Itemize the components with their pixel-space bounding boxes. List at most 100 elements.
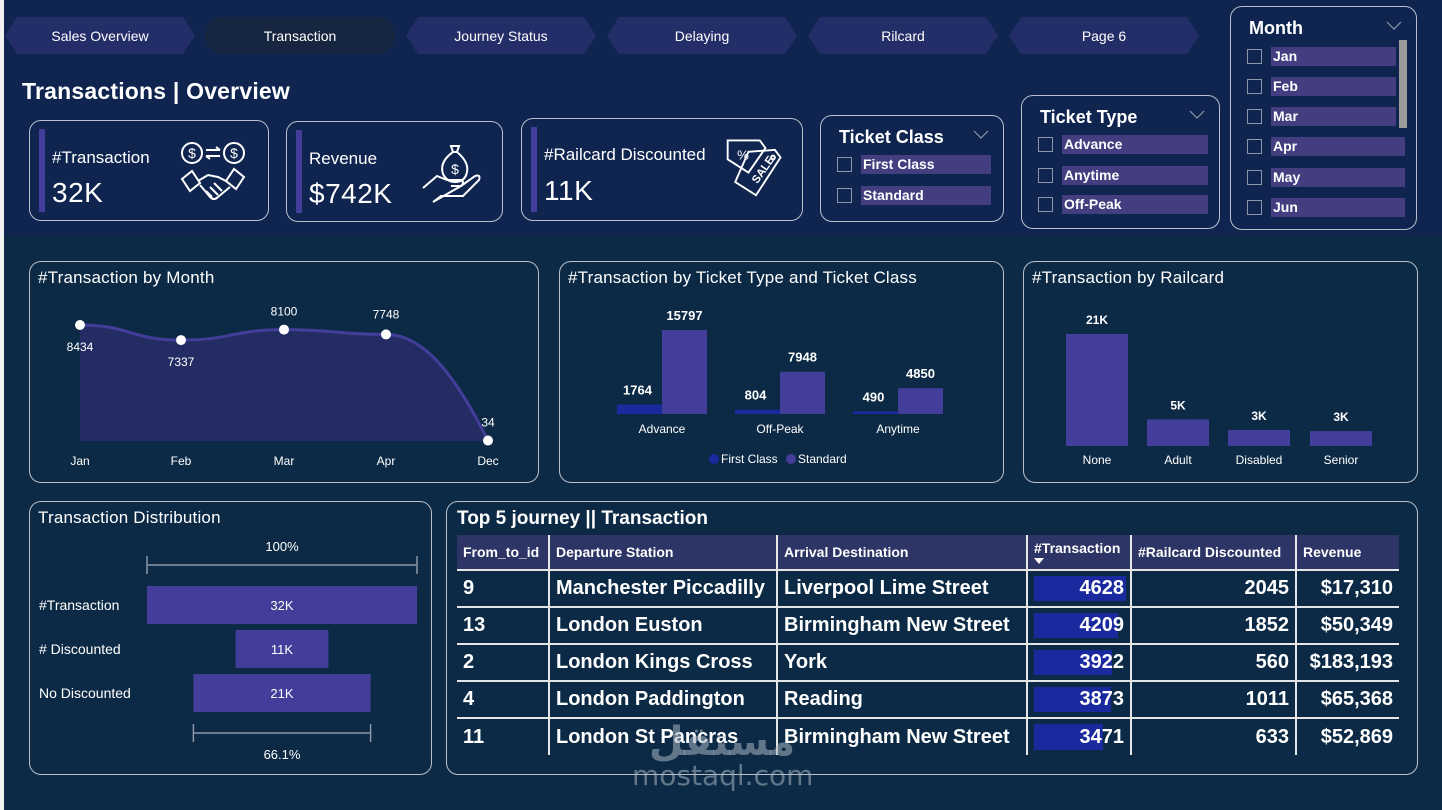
data-point[interactable] — [381, 329, 391, 340]
cell-transaction: 3873 — [1027, 680, 1132, 718]
tab-page-6[interactable]: Page 6 — [1009, 17, 1199, 54]
cell-from-to-id: 9 — [457, 569, 550, 607]
bar-standard[interactable] — [898, 388, 943, 414]
cell-value: 3471 — [1079, 725, 1125, 748]
bar-standard[interactable] — [780, 371, 825, 414]
data-point[interactable] — [176, 335, 186, 346]
cell-from-to-id: 11 — [457, 717, 550, 755]
col-header-revenue[interactable]: Revenue — [1296, 535, 1399, 570]
data-point[interactable] — [75, 320, 85, 330]
cell-revenue: $17,310 — [1296, 569, 1399, 607]
table-row[interactable]: 2 London Kings Cross York 3922 560 $183,193 — [457, 643, 1399, 681]
journeys-table: From_to_id Departure Station Arrival Des… — [457, 535, 1399, 755]
cell-railcard-discounted: 560 — [1131, 643, 1297, 681]
checkbox[interactable] — [1247, 78, 1262, 94]
col-header-transaction[interactable]: #Transaction — [1027, 535, 1132, 570]
cell-from-to-id: 4 — [457, 680, 550, 718]
checkbox[interactable] — [1038, 136, 1053, 152]
bar-first-class[interactable] — [735, 409, 780, 414]
sale-tag-icon: % SALE — [726, 139, 782, 197]
checkbox[interactable] — [1038, 196, 1053, 212]
slicer-ticket-class: Ticket Class First Class Standard — [820, 115, 1004, 222]
col-header-railcard-discounted[interactable]: #Railcard Discounted — [1131, 535, 1297, 570]
table-row[interactable]: 9 Manchester Piccadilly Liverpool Lime Str… — [457, 569, 1399, 607]
cell-from-to-id: 13 — [457, 606, 550, 644]
tab-journey-status[interactable]: Journey Status — [406, 17, 596, 54]
cell-value: 3873 — [1079, 688, 1125, 710]
col-header-from-to-id[interactable]: From_to_id — [457, 535, 550, 570]
category-label: #Transaction — [39, 597, 119, 613]
bar-first-class[interactable] — [853, 411, 898, 414]
chevron-down-icon[interactable] — [1386, 19, 1402, 31]
table-row[interactable]: 11 London St Pancras Birmingham New Street… — [457, 717, 1399, 755]
funnel-bar[interactable] — [193, 674, 371, 712]
col-header-departure[interactable]: Departure Station — [549, 535, 778, 570]
cell-transaction: 4209 — [1027, 606, 1132, 644]
kpi-label: #Railcard Discounted — [544, 145, 706, 164]
bar[interactable] — [1066, 334, 1128, 446]
cell-revenue: $65,368 — [1296, 680, 1399, 718]
cell-transaction: 3471 — [1027, 717, 1132, 755]
data-label: 7337 — [168, 355, 195, 369]
handshake-money-exchange-icon: $ $ — [180, 142, 246, 200]
checkbox[interactable] — [1038, 167, 1053, 183]
slicer-option-may[interactable]: May — [1247, 167, 1405, 187]
table-row[interactable]: 13 London Euston Birmingham New Street 4209… — [457, 606, 1399, 644]
legend-label: First Class — [721, 452, 778, 466]
slicer-scrollbar[interactable] — [1399, 40, 1407, 128]
bar-first-class[interactable] — [617, 404, 662, 414]
data-label: 1764 — [623, 383, 653, 398]
slicer-option-standard[interactable]: Standard — [837, 185, 991, 205]
tab-label: Rilcard — [881, 27, 925, 44]
table-row[interactable]: 4 London Paddington Reading 3873 1011 $65,368 — [457, 680, 1399, 718]
slicer-option-feb[interactable]: Feb — [1247, 76, 1396, 96]
top-annotation: 100% — [265, 539, 299, 554]
funnel-bar[interactable] — [235, 630, 329, 668]
slicer-option-label: May — [1271, 167, 1405, 187]
data-label: 21K — [270, 686, 293, 701]
tab-transaction[interactable]: Transaction — [205, 17, 395, 54]
slicer-option-off-peak[interactable]: Off-Peak — [1038, 194, 1208, 214]
cell-value: 4209 — [1079, 614, 1125, 636]
bar-standard[interactable] — [662, 330, 707, 414]
checkbox[interactable] — [837, 187, 852, 203]
kpi-value: 32K — [52, 177, 104, 208]
checkbox[interactable] — [1247, 48, 1262, 64]
col-header-arrival[interactable]: Arrival Destination — [777, 535, 1028, 570]
data-label: 8434 — [67, 340, 94, 354]
x-tick-label: Anytime — [876, 422, 920, 436]
chevron-down-icon[interactable] — [973, 128, 989, 140]
table-title: Top 5 journey || Transaction — [457, 508, 708, 529]
panel-transaction-by-month: #Transaction by Month 8434 Jan 7337 Feb 8100… — [29, 261, 539, 483]
chart-title: #Transaction by Railcard — [1032, 268, 1225, 287]
tab-sales-overview[interactable]: Sales Overview — [5, 17, 195, 54]
x-tick-label: Advance — [639, 422, 686, 436]
slicer-option-advance[interactable]: Advance — [1038, 134, 1208, 154]
funnel-bar[interactable] — [147, 586, 417, 624]
area-fill — [80, 325, 488, 441]
checkbox[interactable] — [837, 156, 852, 172]
data-point[interactable] — [279, 324, 289, 335]
slicer-option-anytime[interactable]: Anytime — [1038, 165, 1208, 185]
slicer-option-jun[interactable]: Jun — [1247, 197, 1405, 217]
bar[interactable] — [1147, 419, 1209, 446]
svg-text:$: $ — [188, 145, 196, 161]
bar[interactable] — [1228, 430, 1290, 446]
slicer-option-jan[interactable]: Jan — [1247, 46, 1396, 66]
slicer-option-mar[interactable]: Mar — [1247, 106, 1396, 126]
tab-delaying[interactable]: Delaying — [607, 17, 797, 54]
checkbox[interactable] — [1247, 138, 1262, 154]
slicer-option-apr[interactable]: Apr — [1247, 136, 1405, 156]
tab-rilcard[interactable]: Rilcard — [808, 17, 998, 54]
checkbox[interactable] — [1247, 199, 1262, 215]
checkbox[interactable] — [1247, 169, 1262, 185]
cell-value: 3922 — [1079, 651, 1125, 673]
bar[interactable] — [1310, 431, 1372, 446]
slicer-option-first-class[interactable]: First Class — [837, 154, 991, 174]
chevron-down-icon[interactable] — [1189, 108, 1205, 120]
slicer-option-label: Standard — [861, 185, 991, 205]
data-point[interactable] — [483, 435, 493, 446]
x-tick-label: Feb — [171, 454, 192, 468]
checkbox[interactable] — [1247, 108, 1262, 124]
